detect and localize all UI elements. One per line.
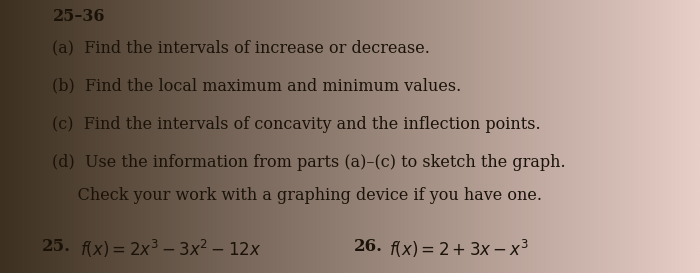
Text: (c)  Find the intervals of concavity and the inflection points.: (c) Find the intervals of concavity and … [52,116,541,133]
Text: (a)  Find the intervals of increase or decrease.: (a) Find the intervals of increase or de… [52,40,430,57]
Text: (b)  Find the local maximum and minimum values.: (b) Find the local maximum and minimum v… [52,78,462,95]
Text: 26.: 26. [354,238,382,254]
Text: Check your work with a graphing device if you have one.: Check your work with a graphing device i… [52,187,542,204]
Text: 25–36: 25–36 [52,8,105,25]
Text: $f(x) = 2x^3 - 3x^2 - 12x$: $f(x) = 2x^3 - 3x^2 - 12x$ [80,238,262,260]
Text: $f(x) = 2 + 3x - x^3$: $f(x) = 2 + 3x - x^3$ [389,238,528,260]
Text: (d)  Use the information from parts (a)–(c) to sketch the graph.: (d) Use the information from parts (a)–(… [52,154,566,171]
Text: 25.: 25. [42,238,71,254]
